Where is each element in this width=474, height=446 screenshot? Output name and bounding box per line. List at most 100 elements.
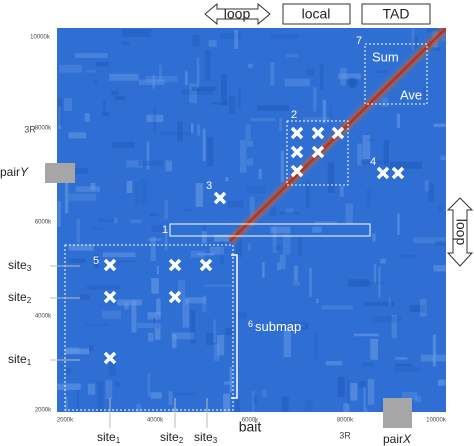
side-loop-label: loop — [453, 219, 469, 246]
texture-cell — [306, 180, 310, 209]
texture-cell — [262, 262, 265, 278]
texture-cell — [122, 42, 130, 45]
region-label: 7 — [356, 35, 362, 47]
texture-cell — [270, 34, 299, 39]
texture-cell — [325, 361, 343, 366]
texture-cell — [440, 155, 446, 160]
texture-cell — [207, 137, 214, 166]
texture-cell — [147, 373, 151, 397]
texture-cell — [96, 381, 104, 412]
region-1-box — [169, 223, 371, 237]
texture-cell — [366, 189, 371, 207]
local-box — [282, 3, 351, 25]
texture-cell — [185, 297, 206, 304]
texture-cell — [138, 79, 165, 85]
side-loop-arrow — [446, 197, 474, 267]
texture-cell — [197, 124, 201, 136]
texture-cell — [309, 267, 312, 297]
texture-cell — [151, 224, 164, 232]
texture-cell — [68, 244, 94, 251]
texture-cell — [149, 213, 155, 217]
texture-cell — [424, 180, 430, 192]
texture-cell — [438, 205, 444, 213]
texture-cell — [247, 185, 266, 194]
texture-cell — [147, 238, 162, 241]
texture-cell — [339, 186, 344, 197]
texture-cell — [204, 49, 211, 81]
texture-cell — [65, 396, 68, 412]
site-label: site3 — [194, 430, 218, 445]
texture-cell — [245, 124, 251, 141]
texture-cell — [117, 299, 143, 306]
texture-cell — [396, 113, 401, 129]
texture-cell — [367, 138, 376, 141]
texture-cell — [374, 70, 388, 74]
texture-cell — [227, 200, 244, 208]
texture-cell — [152, 74, 155, 89]
texture-cell — [397, 213, 400, 236]
submap-number: 6 — [248, 319, 253, 329]
texture-cell — [173, 392, 196, 396]
texture-cell — [86, 70, 97, 73]
texture-cell — [412, 237, 446, 244]
texture-cell — [57, 201, 61, 227]
site-base: site — [8, 290, 27, 304]
texture-cell — [64, 348, 90, 355]
texture-cell — [147, 332, 154, 342]
texture-cell — [204, 284, 234, 287]
texture-cell — [229, 366, 233, 393]
pair-x-marker — [383, 398, 412, 428]
texture-cell — [329, 103, 332, 122]
y-tick: 2000k — [35, 408, 52, 414]
texture-cell — [111, 90, 119, 96]
texture-cell — [279, 212, 300, 215]
texture-cell — [394, 357, 408, 360]
texture-cell — [353, 333, 379, 337]
texture-cell — [191, 123, 194, 135]
texture-cell — [191, 86, 216, 91]
x-tick: 10000k — [426, 418, 447, 424]
region-label: 2 — [291, 109, 297, 121]
texture-cell — [337, 376, 345, 397]
texture-cell — [146, 114, 164, 123]
texture-cell — [57, 97, 63, 126]
pair-base: pair — [383, 432, 403, 446]
texture-cell — [84, 113, 90, 122]
submap-bracket — [231, 254, 238, 399]
texture-cell — [131, 300, 137, 333]
texture-cell — [345, 203, 353, 224]
texture-cell — [136, 322, 161, 328]
texture-cell — [435, 241, 446, 246]
texture-cell — [423, 85, 427, 99]
texture-cell — [150, 236, 156, 262]
texture-cell — [213, 319, 217, 343]
texture-cell — [153, 213, 160, 217]
texture-cell — [306, 69, 315, 76]
texture-cell — [247, 243, 252, 251]
texture-cell — [359, 381, 366, 388]
texture-cell — [234, 29, 239, 49]
x-tick: 2000k — [57, 418, 74, 424]
texture-cell — [165, 160, 172, 172]
texture-cell — [303, 117, 331, 122]
texture-cell — [293, 265, 298, 282]
texture-cell — [153, 317, 156, 325]
texture-cell — [398, 254, 416, 259]
texture-cell — [285, 208, 294, 215]
texture-cell — [85, 323, 110, 326]
texture-cell — [258, 168, 262, 180]
texture-cell — [252, 390, 255, 412]
cross — [311, 145, 325, 159]
texture-cell — [86, 285, 121, 290]
texture-cell — [314, 332, 318, 360]
texture-cell — [154, 328, 161, 340]
y-chrom: 3R — [24, 124, 36, 134]
texture-cell — [126, 160, 143, 168]
texture-cell — [232, 311, 247, 320]
texture-cell — [433, 265, 446, 272]
site-sub: 2 — [27, 296, 32, 305]
texture-cell — [304, 399, 313, 412]
texture-cell — [213, 344, 220, 361]
texture-cell — [136, 403, 142, 412]
texture-cell — [257, 105, 290, 111]
